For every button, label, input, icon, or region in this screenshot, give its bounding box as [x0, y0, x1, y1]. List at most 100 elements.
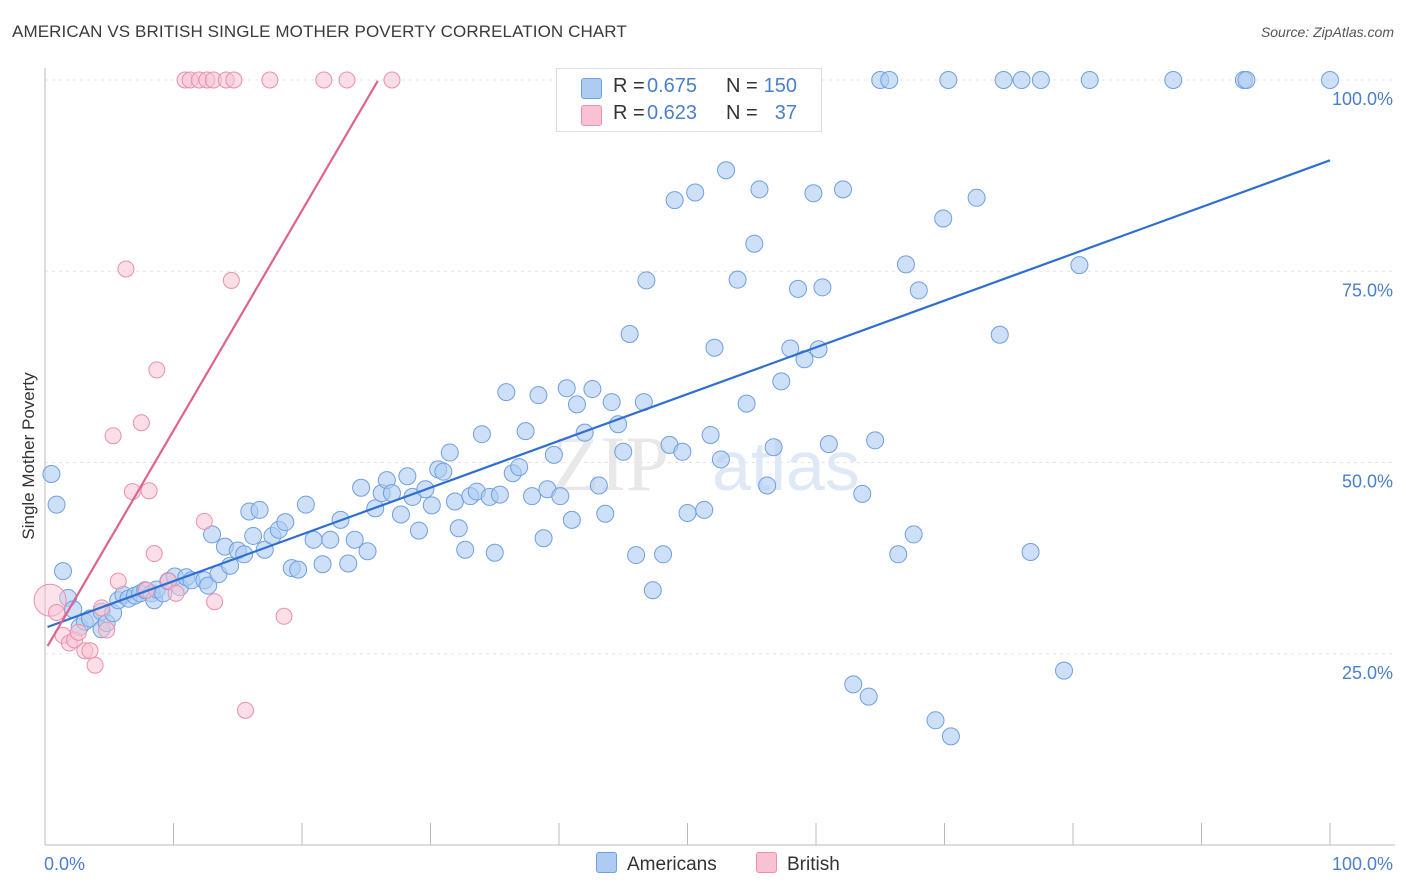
british-point	[48, 603, 66, 621]
british-legend-swatch	[756, 852, 777, 873]
american-point	[321, 530, 340, 549]
american-point	[567, 395, 586, 414]
american-point	[941, 727, 960, 746]
american-point	[352, 478, 371, 497]
americans-trendline	[47, 159, 1331, 629]
american-point	[203, 525, 222, 544]
british-point	[225, 71, 243, 89]
american-point	[583, 380, 602, 399]
british-r-value: 0.623	[647, 102, 698, 124]
american-point	[434, 462, 453, 481]
british-point	[81, 642, 99, 660]
british-point	[104, 427, 122, 445]
americans-r-value: 0.675	[647, 75, 698, 97]
american-point	[276, 513, 295, 532]
american-point	[589, 476, 608, 495]
x-tick-label: 0.0%	[44, 854, 85, 874]
american-point	[804, 184, 823, 203]
american-point	[422, 496, 441, 515]
american-point	[665, 191, 684, 210]
americans-n-value: 150	[763, 75, 797, 97]
american-point	[967, 188, 986, 207]
american-point	[737, 394, 756, 413]
american-point	[711, 450, 730, 469]
american-point	[686, 183, 705, 202]
british-point	[145, 545, 163, 563]
american-point	[47, 495, 66, 514]
bottom-legend-british[interactable]: British	[756, 852, 840, 876]
american-point	[990, 325, 1009, 344]
american-point	[701, 425, 720, 444]
british-point	[132, 414, 150, 432]
american-point	[695, 500, 714, 519]
american-point	[456, 540, 475, 559]
british-point	[140, 482, 158, 500]
american-point	[358, 542, 377, 561]
y-tick-label: 25.0%	[1342, 663, 1393, 683]
american-point	[758, 476, 777, 495]
watermark-atlas: atlas	[712, 427, 860, 505]
american-point	[904, 525, 923, 544]
chart-title: AMERICAN VS BRITISH SINGLE MOTHER POVERT…	[12, 22, 627, 41]
source-label: Source: ZipAtlas.com	[1260, 24, 1394, 40]
american-point	[764, 438, 783, 457]
american-point	[833, 180, 852, 199]
americans-swatch	[581, 78, 602, 99]
british-point	[86, 656, 104, 674]
american-point	[398, 467, 417, 486]
r-label: R =	[613, 102, 645, 124]
american-point	[304, 530, 323, 549]
american-point	[1080, 71, 1099, 89]
american-point	[523, 487, 542, 506]
american-point	[440, 443, 459, 462]
american-point	[1070, 256, 1089, 275]
american-point	[551, 487, 570, 506]
american-point	[750, 180, 769, 199]
british-point	[69, 623, 87, 641]
y-tick-label: 50.0%	[1342, 472, 1393, 492]
american-point	[620, 324, 639, 343]
american-point	[934, 209, 953, 228]
bottom-legend-americans[interactable]: Americans	[596, 852, 717, 876]
american-point	[296, 495, 315, 514]
american-point	[654, 545, 673, 564]
american-point	[673, 442, 692, 461]
british-swatch	[581, 105, 602, 126]
british-point	[148, 361, 166, 379]
british-point	[315, 71, 333, 89]
british-point	[195, 512, 213, 530]
british-point	[222, 271, 240, 289]
americans-legend-swatch	[596, 852, 617, 873]
american-point	[490, 485, 509, 504]
british-point	[383, 71, 401, 89]
american-point	[289, 560, 308, 579]
british-legend-label: British	[787, 854, 840, 875]
american-point	[339, 554, 358, 573]
american-point	[1031, 71, 1050, 89]
american-point	[445, 492, 464, 511]
american-point	[1164, 71, 1183, 89]
american-point	[42, 464, 61, 483]
americans-legend-label: Americans	[627, 854, 717, 875]
american-point	[889, 545, 908, 564]
american-point	[1237, 71, 1256, 89]
american-point	[472, 425, 491, 444]
american-point	[53, 562, 72, 581]
american-point	[705, 338, 724, 357]
british-point	[261, 71, 279, 89]
american-point	[909, 281, 928, 300]
british-n-value: 37	[774, 102, 797, 124]
watermark-zip: ZIP	[552, 420, 669, 507]
american-point	[844, 675, 863, 694]
american-point	[789, 279, 808, 298]
american-point	[614, 442, 633, 461]
american-point	[250, 500, 269, 519]
american-points	[42, 71, 1339, 746]
american-point	[859, 687, 878, 706]
british-point	[109, 572, 127, 590]
american-point	[772, 372, 791, 391]
american-point	[1021, 543, 1040, 562]
american-point	[994, 71, 1013, 89]
y-tick-label: 75.0%	[1342, 280, 1393, 300]
